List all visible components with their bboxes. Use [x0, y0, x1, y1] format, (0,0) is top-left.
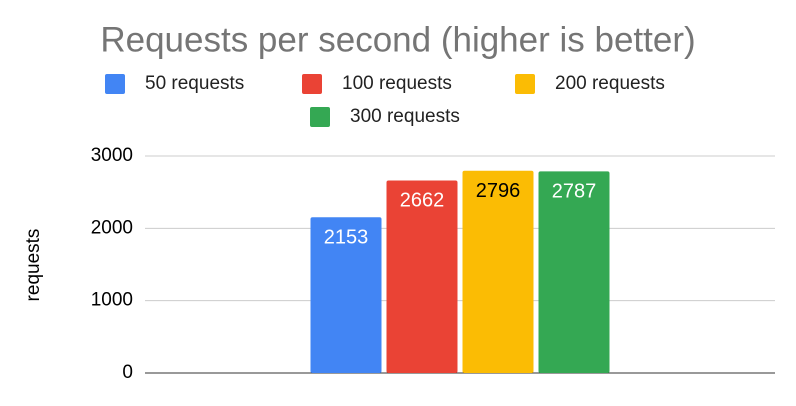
y-axis-label: requests	[23, 229, 44, 302]
data-label: 2787	[552, 181, 597, 203]
legend-label: 100 requests	[342, 73, 452, 94]
legend-swatch	[515, 74, 535, 94]
bar	[310, 217, 382, 373]
bar	[462, 170, 534, 373]
legend-label: 200 requests	[555, 73, 665, 94]
bar	[538, 171, 610, 373]
legend-label: 300 requests	[350, 106, 460, 127]
legend-swatch	[105, 74, 125, 94]
legend-swatch	[302, 74, 322, 94]
data-label: 2153	[324, 227, 369, 249]
y-tick-label: 2000	[91, 217, 133, 238]
data-label: 2796	[476, 180, 521, 202]
legend-swatch	[310, 107, 330, 127]
y-tick-label: 3000	[91, 145, 133, 166]
bar	[386, 180, 458, 373]
chart-title: Requests per second (higher is better)	[100, 20, 695, 59]
y-tick-label: 1000	[91, 290, 133, 311]
y-tick-label: 0	[122, 362, 133, 383]
legend-label: 50 requests	[145, 73, 244, 94]
data-label: 2662	[400, 190, 445, 212]
